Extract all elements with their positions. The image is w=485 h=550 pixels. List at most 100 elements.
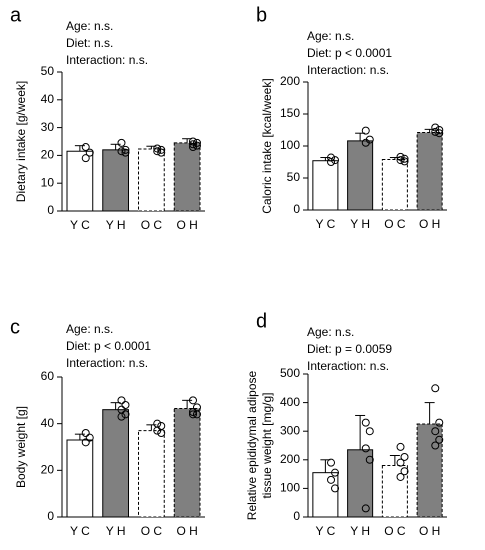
- data-point: [188, 408, 197, 416]
- annotation: Diet: p < 0.0001: [307, 46, 392, 60]
- y-tick-label: 30: [41, 120, 55, 134]
- bar: [102, 409, 129, 518]
- data-point: [157, 429, 166, 437]
- data-point: [431, 384, 440, 393]
- data-point: [435, 418, 444, 427]
- bar: [66, 439, 94, 518]
- bar: [173, 408, 201, 518]
- annotation: Age: n.s.: [66, 322, 113, 336]
- bar: [138, 148, 165, 212]
- y-axis-label: tissue weight [mg/g]: [260, 392, 274, 498]
- data-point: [431, 123, 440, 132]
- data-point: [117, 147, 126, 156]
- data-point: [361, 444, 370, 453]
- data-point: [396, 156, 405, 165]
- y-tick-label: 500: [280, 366, 300, 380]
- bar: [312, 472, 339, 518]
- data-point: [327, 158, 336, 166]
- y-tick-label: 0: [293, 509, 300, 523]
- panel-letter: c: [10, 316, 20, 338]
- data-point: [188, 143, 197, 152]
- data-point: [192, 410, 201, 419]
- annotation: Diet: n.s.: [66, 36, 113, 50]
- data-point: [117, 138, 126, 147]
- bar: [381, 158, 408, 211]
- y-axis-label: Dietary intake [g/week]: [14, 81, 28, 202]
- y-axis-label: Caloric intake [kcal/week]: [260, 78, 274, 213]
- y-axis-label: Relative epididymal adipose: [245, 370, 259, 520]
- x-tick-label: O C: [384, 524, 406, 538]
- data-point: [81, 438, 90, 447]
- data-point: [400, 467, 409, 476]
- data-point: [327, 475, 336, 484]
- data-point: [188, 396, 197, 405]
- x-tick-label: O H: [176, 218, 197, 232]
- panel-letter: d: [256, 310, 267, 332]
- data-point: [157, 148, 166, 157]
- y-tick-label: 0: [47, 509, 54, 523]
- data-point: [331, 468, 340, 477]
- data-point: [361, 418, 370, 427]
- data-point: [85, 148, 94, 157]
- data-point: [157, 145, 166, 154]
- data-point: [361, 138, 370, 147]
- y-tick-label: 40: [41, 92, 55, 106]
- y-tick-label: 20: [41, 463, 55, 477]
- data-point: [153, 147, 162, 156]
- annotation: Age: n.s.: [307, 29, 354, 43]
- data-point: [121, 401, 130, 409]
- annotation: Diet: p = 0.0059: [307, 342, 392, 356]
- data-point: [331, 156, 340, 165]
- x-tick-label: Y H: [106, 218, 126, 232]
- data-point: [81, 429, 90, 437]
- y-tick-label: 300: [280, 423, 300, 437]
- data-point: [153, 426, 162, 435]
- x-tick-label: Y C: [315, 217, 335, 231]
- data-point: [121, 410, 130, 419]
- data-point: [361, 504, 370, 513]
- bar: [416, 423, 443, 518]
- data-point: [188, 137, 197, 146]
- data-point: [396, 472, 405, 481]
- data-point: [431, 127, 440, 136]
- x-tick-label: Y C: [315, 524, 335, 538]
- data-point: [435, 435, 444, 444]
- data-point: [188, 410, 197, 419]
- x-tick-label: O C: [141, 524, 163, 538]
- x-tick-label: O H: [419, 217, 440, 231]
- x-tick-label: Y C: [70, 524, 90, 538]
- bar: [173, 142, 201, 212]
- annotation: Age: n.s.: [307, 325, 354, 339]
- y-tick-label: 40: [41, 416, 55, 430]
- data-point: [396, 458, 405, 467]
- data-point: [435, 126, 444, 134]
- data-point: [431, 427, 440, 436]
- y-tick-label: 10: [41, 175, 55, 189]
- annotation: Interaction: n.s.: [307, 359, 389, 373]
- data-point: [188, 140, 197, 149]
- y-tick-label: 0: [47, 203, 54, 217]
- bar: [416, 132, 443, 211]
- y-tick-label: 100: [280, 481, 300, 495]
- data-point: [327, 153, 336, 162]
- annotation: Interaction: n.s.: [307, 63, 389, 77]
- data-point: [431, 441, 440, 450]
- data-point: [117, 412, 126, 421]
- data-point: [153, 419, 162, 428]
- data-point: [153, 144, 162, 153]
- x-tick-label: O H: [419, 524, 440, 538]
- data-point: [327, 458, 336, 467]
- bar: [102, 149, 129, 212]
- data-point: [400, 157, 409, 166]
- data-point: [331, 484, 340, 493]
- y-tick-label: 200: [280, 74, 300, 88]
- annotation: Diet: p < 0.0001: [66, 339, 151, 353]
- bar: [66, 150, 94, 212]
- annotation: Interaction: n.s.: [66, 356, 148, 370]
- y-tick-label: 150: [280, 106, 300, 120]
- bar: [138, 430, 165, 518]
- y-tick-label: 100: [280, 138, 300, 152]
- data-point: [365, 455, 374, 464]
- x-tick-label: O C: [141, 218, 163, 232]
